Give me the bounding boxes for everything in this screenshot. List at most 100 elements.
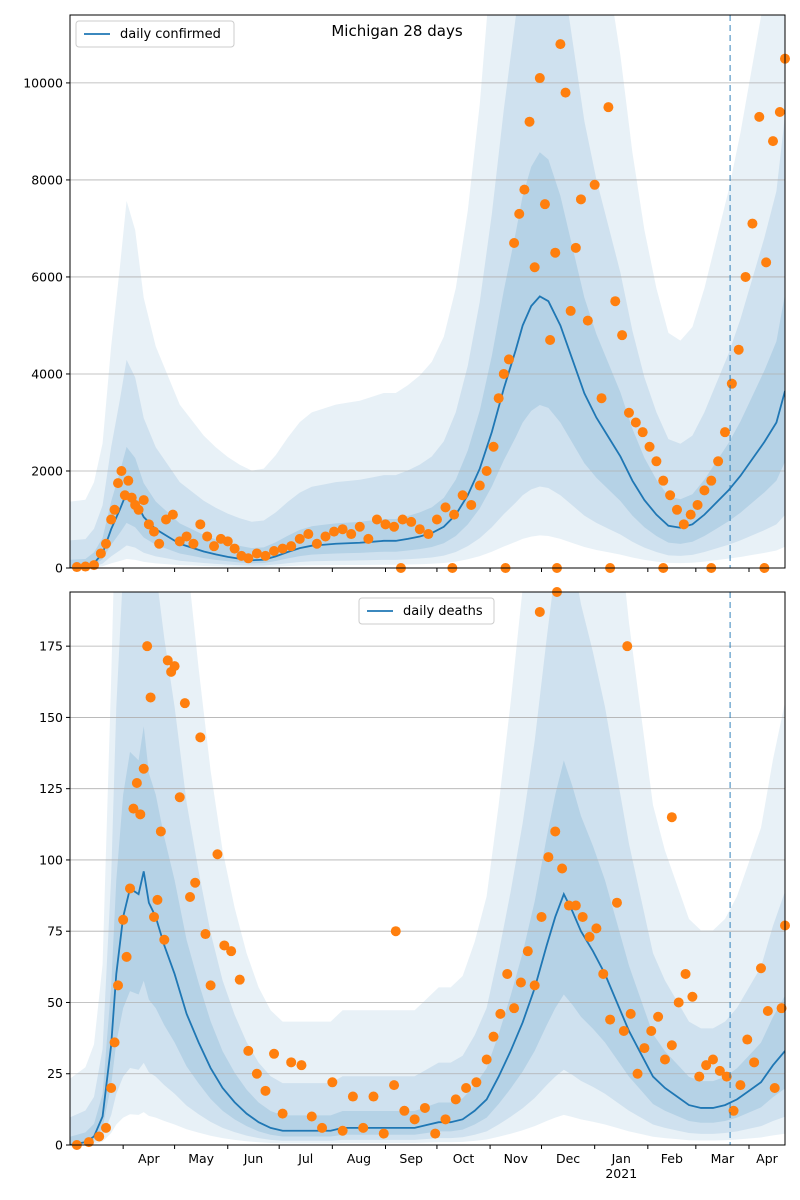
deaths-data-point	[378, 1128, 389, 1139]
deaths-x-tick-label: Jul	[297, 1151, 313, 1166]
deaths-x-tick-label: Sep	[399, 1151, 423, 1166]
confirmed-data-point	[678, 519, 689, 530]
deaths-x-tick-label: Dec	[556, 1151, 580, 1166]
deaths-x-tick-label: Apr	[756, 1151, 778, 1166]
confirmed-data-point	[529, 262, 540, 273]
confirmed-data-point	[658, 475, 669, 486]
deaths-data-point	[598, 968, 609, 979]
deaths-data-point	[212, 849, 223, 860]
deaths-data-point	[707, 1054, 718, 1065]
confirmed-data-point	[449, 509, 460, 520]
confirmed-data-point	[431, 514, 442, 525]
confirmed-y-tick-label: 4000	[31, 366, 63, 381]
confirmed-data-point	[143, 519, 154, 530]
confirmed-data-point	[740, 271, 751, 282]
confirmed-data-point	[133, 504, 144, 515]
deaths-data-point	[509, 1003, 520, 1014]
deaths-y-tick-label: 125	[39, 781, 63, 796]
chart-title: Michigan 28 days	[331, 22, 462, 40]
deaths-data-point	[368, 1091, 379, 1102]
confirmed-data-point	[181, 531, 192, 542]
deaths-data-point	[131, 777, 142, 788]
deaths-data-point	[666, 812, 677, 823]
deaths-legend-label: daily deaths	[403, 604, 483, 619]
confirmed-data-point	[623, 407, 634, 418]
deaths-data-point	[327, 1077, 338, 1088]
confirmed-data-point	[481, 465, 492, 476]
deaths-data-point	[701, 1060, 712, 1071]
deaths-data-point	[138, 763, 149, 774]
confirmed-y-tick-label: 6000	[31, 269, 63, 284]
deaths-data-point	[159, 934, 170, 945]
deaths-data-point	[762, 1006, 773, 1017]
confirmed-data-point	[570, 242, 581, 253]
confirmed-data-point	[747, 218, 758, 229]
deaths-confidence-bands	[70, 592, 785, 1145]
confirmed-data-point	[116, 465, 127, 476]
deaths-data-point	[502, 968, 513, 979]
confirmed-data-point	[149, 526, 160, 537]
confirmed-data-point	[767, 136, 778, 147]
confirmed-data-point	[320, 531, 331, 542]
confirmed-data-point	[488, 441, 499, 452]
confirmed-data-point	[493, 393, 504, 404]
deaths-data-point	[155, 826, 166, 837]
deaths-x-tick-label: Mar	[711, 1151, 735, 1166]
deaths-data-point	[471, 1077, 482, 1088]
confirmed-y-tick-label: 10000	[23, 75, 63, 90]
confirmed-data-point	[603, 102, 614, 113]
confirmed-data-point	[311, 538, 322, 549]
deaths-data-point	[481, 1054, 492, 1065]
deaths-data-point	[450, 1094, 461, 1105]
deaths-data-point	[169, 661, 180, 672]
confirmed-data-point	[154, 538, 165, 549]
confirmed-data-point	[644, 441, 655, 452]
deaths-data-point	[94, 1131, 105, 1142]
confirmed-data-point	[665, 490, 676, 501]
deaths-data-point	[399, 1105, 410, 1116]
confirmed-data-point	[685, 509, 696, 520]
deaths-data-point	[659, 1054, 670, 1065]
deaths-data-point	[121, 951, 132, 962]
confirmed-data-point	[545, 335, 556, 346]
deaths-data-point	[135, 809, 146, 820]
deaths-data-point	[142, 641, 153, 652]
confirmed-data-point	[286, 541, 297, 552]
deaths-data-point	[113, 980, 124, 991]
confirmed-data-point	[524, 116, 535, 127]
deaths-data-point	[680, 968, 691, 979]
deaths-data-point	[632, 1068, 643, 1079]
confirmed-data-point	[565, 305, 576, 316]
deaths-data-point	[317, 1122, 328, 1133]
deaths-data-point	[219, 940, 230, 951]
deaths-data-point	[162, 655, 173, 666]
confirmed-data-point	[269, 546, 280, 557]
deaths-data-point	[522, 946, 533, 957]
confirmed-data-point	[397, 514, 408, 525]
deaths-data-point	[440, 1114, 451, 1125]
confirmed-data-point	[71, 562, 82, 573]
deaths-data-point	[109, 1037, 120, 1048]
deaths-data-point	[769, 1082, 780, 1093]
deaths-x-tick-label: Apr	[138, 1151, 160, 1166]
deaths-data-point	[190, 877, 201, 888]
confirmed-x-axis	[122, 568, 750, 572]
deaths-data-point	[618, 1025, 629, 1036]
confirmed-confidence-bands	[70, 15, 785, 568]
deaths-data-point	[128, 803, 139, 814]
confirmed-band-2	[70, 15, 785, 568]
deaths-data-point	[430, 1128, 441, 1139]
confirmed-data-point	[514, 208, 525, 219]
confirmed-data-point	[498, 368, 509, 379]
confirmed-data-point	[534, 73, 545, 84]
deaths-y-axis: 0 25 50 75 100 125 150 175	[39, 639, 70, 1153]
deaths-data-point	[577, 911, 588, 922]
deaths-data-point	[358, 1122, 369, 1133]
confirmed-data-point	[733, 344, 744, 355]
confirmed-data-point	[329, 526, 340, 537]
deaths-x-year-label: 2021	[605, 1166, 637, 1181]
confirmed-data-point	[260, 550, 271, 561]
confirmed-data-point	[95, 548, 106, 559]
confirmed-data-point	[555, 39, 566, 50]
deaths-data-point	[185, 892, 196, 903]
